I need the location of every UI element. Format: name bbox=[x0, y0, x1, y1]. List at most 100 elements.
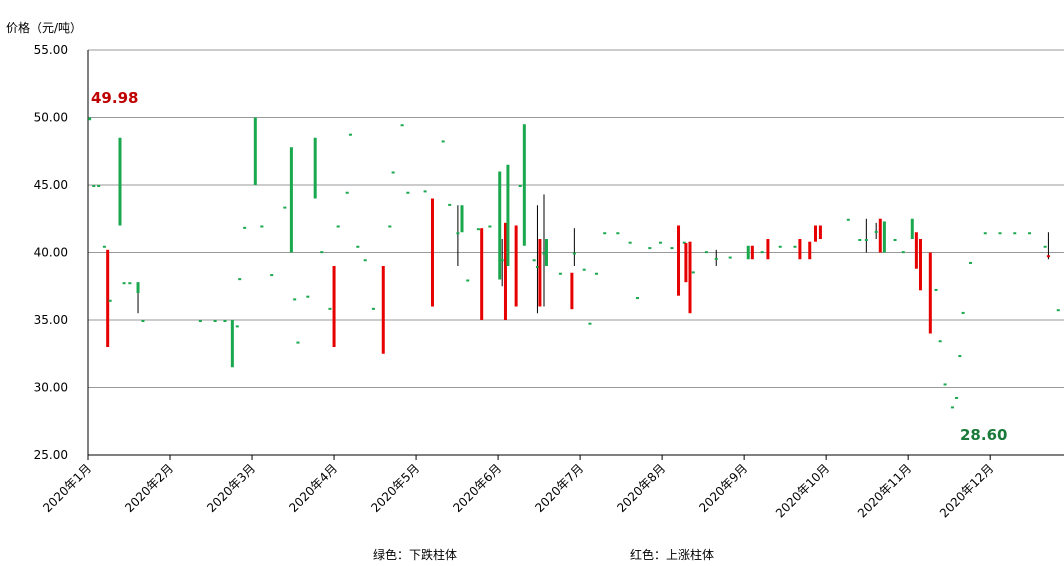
x-tick-label: 2020年12月 bbox=[937, 461, 996, 520]
candle-body bbox=[363, 259, 367, 262]
candle-body bbox=[503, 222, 507, 320]
candle-body bbox=[808, 241, 812, 260]
candle-body bbox=[500, 259, 504, 262]
candle-body bbox=[400, 124, 404, 127]
candle-body bbox=[141, 320, 145, 322]
candle-body bbox=[570, 272, 574, 310]
candle-body bbox=[928, 252, 932, 334]
max-annotation: 49.98 bbox=[91, 89, 138, 107]
candle-body bbox=[320, 251, 324, 254]
candle-body bbox=[910, 218, 914, 239]
candle-body bbox=[1043, 245, 1047, 248]
candle-body bbox=[332, 266, 336, 347]
candle-body bbox=[943, 383, 947, 386]
candle-body bbox=[658, 241, 662, 244]
candle-body bbox=[688, 241, 692, 314]
x-tick-label: 2020年11月 bbox=[855, 461, 914, 520]
legend-note: 红色：上涨柱体 bbox=[630, 547, 714, 562]
legend-note: 绿色：下跌柱体 bbox=[373, 547, 457, 562]
candle-body bbox=[882, 221, 886, 253]
candle-body bbox=[238, 278, 242, 281]
candle-body bbox=[488, 225, 492, 228]
candle-body bbox=[616, 232, 620, 235]
candle-body bbox=[648, 247, 652, 250]
candle-body bbox=[778, 245, 782, 248]
x-tick-label: 2020年1月 bbox=[40, 461, 94, 515]
candle-body bbox=[289, 147, 293, 253]
x-tick-label: 2020年9月 bbox=[696, 461, 750, 515]
y-tick-label: 40.00 bbox=[34, 246, 68, 260]
y-tick-label: 50.00 bbox=[34, 111, 68, 125]
candle-body bbox=[306, 295, 310, 298]
candle-body bbox=[260, 225, 264, 228]
candle-body bbox=[746, 245, 750, 260]
x-tick-label: 2020年4月 bbox=[286, 461, 340, 515]
candle-body bbox=[122, 282, 126, 285]
candle-body bbox=[955, 396, 959, 399]
x-tick-label: 2020年7月 bbox=[532, 461, 586, 515]
candle-body bbox=[961, 311, 965, 314]
candle-body bbox=[466, 279, 470, 282]
candle-body bbox=[313, 137, 317, 199]
candle-body bbox=[388, 225, 392, 228]
candle-body bbox=[356, 245, 360, 248]
candle-body bbox=[345, 191, 349, 194]
candle-body bbox=[628, 241, 632, 244]
candle-body bbox=[293, 298, 297, 301]
candle-body bbox=[636, 297, 640, 300]
candle-body bbox=[328, 307, 332, 310]
candle-body bbox=[901, 251, 905, 254]
candle-body bbox=[230, 320, 234, 368]
candle-body bbox=[235, 325, 239, 328]
candle-body bbox=[371, 307, 375, 310]
candle-body bbox=[532, 259, 536, 262]
candle-body bbox=[682, 241, 686, 244]
y-tick-label: 45.00 bbox=[34, 178, 68, 192]
candle-body bbox=[760, 251, 764, 254]
candle-body bbox=[136, 282, 140, 293]
x-tick-label: 2020年5月 bbox=[368, 461, 422, 515]
candle-body bbox=[1046, 255, 1050, 258]
candle-body bbox=[670, 247, 674, 250]
candle-body bbox=[336, 225, 340, 228]
candle-body bbox=[558, 272, 562, 275]
candle-body bbox=[97, 185, 101, 187]
candle-body bbox=[1013, 232, 1017, 235]
x-tick-label: 2020年6月 bbox=[450, 461, 504, 515]
candle-body bbox=[750, 245, 754, 260]
y-tick-label: 30.00 bbox=[34, 381, 68, 395]
candle-body bbox=[1028, 232, 1032, 235]
candle-body bbox=[1056, 309, 1060, 312]
candle-body bbox=[858, 239, 862, 241]
candle-body bbox=[714, 257, 718, 260]
candle-body bbox=[456, 232, 460, 235]
candle-body bbox=[983, 232, 987, 235]
candle-body bbox=[391, 171, 395, 174]
candle-body bbox=[950, 406, 954, 409]
candle-body bbox=[793, 245, 797, 248]
candle-body bbox=[381, 266, 385, 354]
candle-body bbox=[223, 320, 227, 322]
candle-body bbox=[106, 249, 110, 347]
candle-body bbox=[92, 185, 96, 187]
x-tick-label: 2020年2月 bbox=[122, 461, 176, 515]
candle-body bbox=[728, 256, 732, 259]
candle-body bbox=[691, 271, 695, 274]
candle-body bbox=[766, 239, 770, 260]
candle-body bbox=[198, 320, 202, 322]
candle-body bbox=[958, 355, 962, 358]
candle-body bbox=[914, 232, 918, 269]
candle-body bbox=[128, 282, 132, 285]
candle-body bbox=[213, 320, 217, 322]
candle-body bbox=[441, 140, 445, 143]
candle-body bbox=[243, 226, 247, 229]
candle-body bbox=[296, 341, 300, 344]
y-tick-label: 35.00 bbox=[34, 313, 68, 327]
candle-body bbox=[938, 340, 942, 343]
candle-body bbox=[677, 225, 681, 296]
candle-body bbox=[118, 137, 122, 226]
candle-body bbox=[538, 239, 542, 307]
candle-body bbox=[572, 252, 576, 255]
candle-body bbox=[813, 225, 817, 242]
candle-body bbox=[522, 124, 526, 246]
